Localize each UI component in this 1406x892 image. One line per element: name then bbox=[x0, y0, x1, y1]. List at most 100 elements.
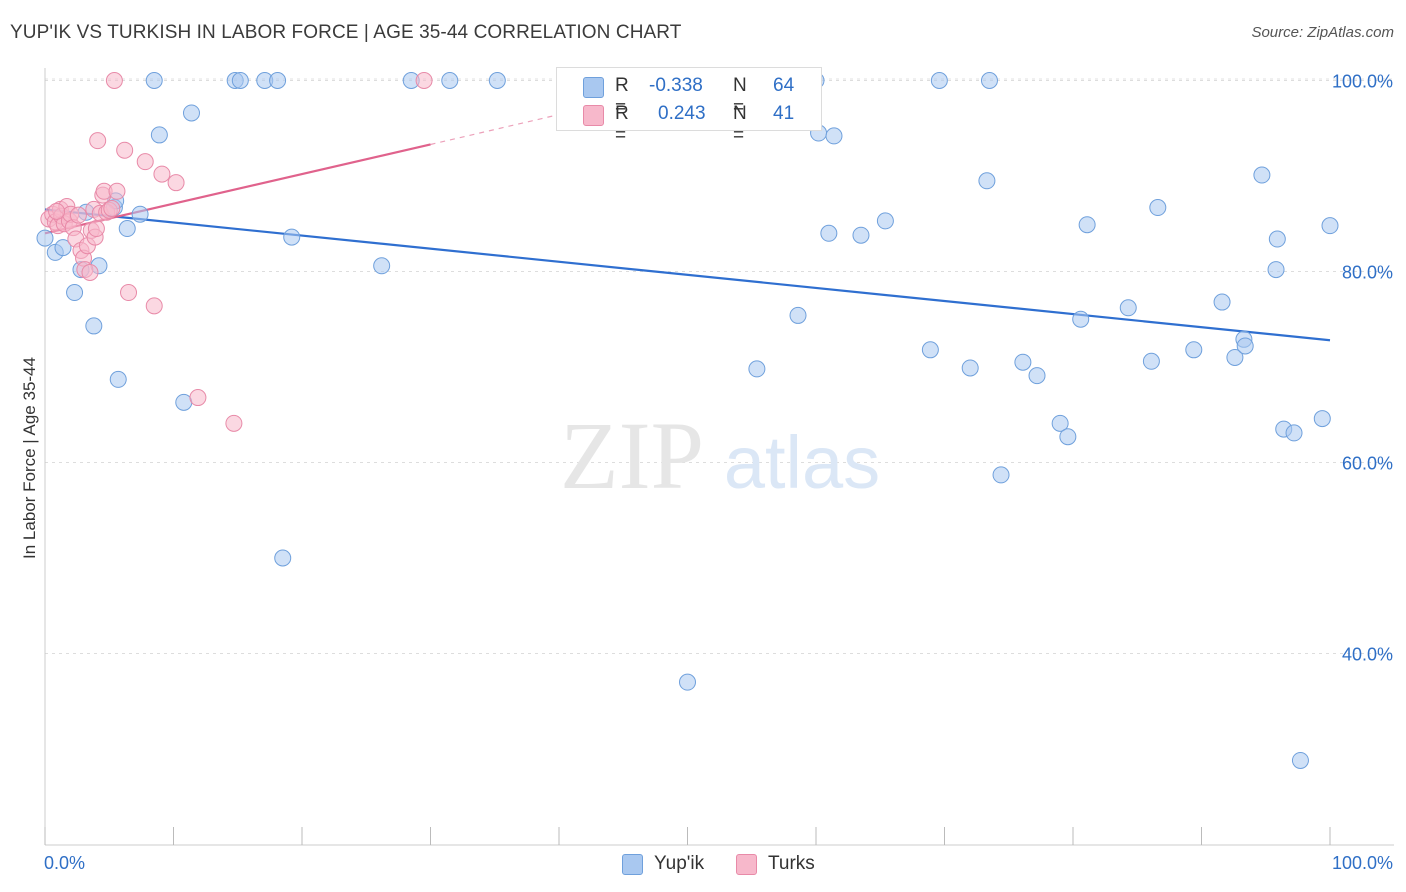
r-value: -0.338 bbox=[649, 75, 703, 96]
turks-point bbox=[225, 414, 243, 432]
x-tick-label-left: 0.0% bbox=[44, 853, 85, 873]
turks-point bbox=[167, 174, 185, 192]
yupik-point bbox=[1313, 410, 1331, 428]
watermark-zip: ZIP bbox=[560, 402, 704, 509]
yupik-point bbox=[145, 72, 163, 89]
yupik-point bbox=[1267, 261, 1285, 279]
legend-swatch-yupik bbox=[583, 77, 604, 98]
r-label: R = bbox=[615, 75, 629, 118]
yupik-point bbox=[789, 306, 807, 324]
n-value: 41 bbox=[773, 103, 795, 124]
legend-swatch-turks bbox=[583, 105, 604, 126]
yupik-point bbox=[1291, 751, 1309, 769]
yupik-point bbox=[1226, 348, 1244, 366]
yupik-point bbox=[85, 317, 103, 335]
turks-point bbox=[105, 72, 123, 89]
yupik-point bbox=[679, 673, 696, 691]
turks-point bbox=[89, 132, 107, 150]
yupik-point bbox=[373, 257, 391, 275]
yupik-point bbox=[748, 360, 766, 378]
yupik-point bbox=[1028, 367, 1046, 385]
yupik-point bbox=[1014, 353, 1032, 371]
yupik-point bbox=[269, 72, 287, 89]
turks-point bbox=[136, 153, 154, 171]
yupik-point bbox=[825, 127, 843, 145]
yupik-point bbox=[980, 72, 998, 89]
yupik-point bbox=[150, 126, 168, 144]
yupik-point bbox=[992, 466, 1010, 484]
turks-point bbox=[69, 206, 87, 224]
turks-point bbox=[81, 263, 99, 281]
yupik-trend-line bbox=[44, 208, 1331, 342]
turks-point bbox=[108, 182, 126, 200]
yupik-point bbox=[876, 212, 894, 230]
yupik-point bbox=[175, 393, 193, 411]
legend-swatch-yupik bbox=[622, 854, 643, 875]
r-label: R = bbox=[615, 103, 629, 146]
legend-label-turks: Turks bbox=[768, 853, 815, 874]
yupik-point bbox=[1253, 166, 1271, 184]
yupik-point bbox=[54, 239, 72, 257]
yupik-point bbox=[118, 220, 136, 238]
gridlines bbox=[45, 78, 1394, 654]
yupik-point bbox=[1119, 299, 1137, 317]
y-tick-label: 100.0% bbox=[1332, 72, 1393, 92]
tick-labels: 40.0% 60.0% 80.0% 100.0% 0.0% 100.0% bbox=[44, 72, 1393, 874]
turks-point bbox=[145, 297, 163, 315]
yupik-point bbox=[182, 104, 200, 122]
yupik-point bbox=[1321, 217, 1339, 235]
y-tick-label: 40.0% bbox=[1342, 645, 1393, 665]
yupik-point bbox=[231, 72, 249, 89]
yupik-point bbox=[961, 359, 979, 377]
yupik-point bbox=[1072, 310, 1090, 328]
n-label: N = bbox=[733, 103, 747, 146]
legend-label-yupik: Yup'ik bbox=[654, 853, 705, 874]
yupik-point bbox=[274, 549, 292, 567]
yupik-point bbox=[131, 205, 149, 223]
data-points bbox=[36, 72, 1339, 769]
n-label: N = bbox=[733, 75, 747, 118]
yupik-point bbox=[36, 229, 54, 247]
trend-lines bbox=[44, 99, 1331, 342]
yupik-point bbox=[1149, 199, 1167, 217]
axes bbox=[44, 68, 1394, 846]
source-label: Source: ZipAtlas.com bbox=[1251, 24, 1394, 41]
yupik-point bbox=[109, 370, 127, 388]
yupik-point bbox=[1078, 216, 1096, 234]
yupik-point bbox=[66, 284, 84, 302]
turks-point bbox=[87, 220, 105, 238]
yupik-point bbox=[1285, 424, 1303, 442]
yupik-point bbox=[1268, 230, 1286, 248]
watermark: ZIP atlas bbox=[560, 402, 880, 509]
turks-point bbox=[116, 141, 134, 159]
yupik-point bbox=[488, 72, 506, 89]
yupik-point bbox=[1142, 352, 1160, 370]
yupik-point bbox=[1185, 341, 1203, 359]
turks-point bbox=[189, 389, 207, 407]
yupik-point bbox=[1051, 414, 1069, 432]
y-tick-label: 80.0% bbox=[1342, 263, 1393, 283]
yupik-point bbox=[1213, 293, 1231, 311]
yupik-point bbox=[1059, 428, 1077, 446]
r-value: 0.243 bbox=[658, 103, 706, 124]
yupik-point bbox=[921, 341, 939, 359]
n-value: 64 bbox=[773, 75, 795, 96]
yupik-point bbox=[283, 228, 301, 246]
chart-title: YUP'IK VS TURKISH IN LABOR FORCE | AGE 3… bbox=[10, 22, 682, 43]
x-tick-label-right: 100.0% bbox=[1332, 853, 1393, 873]
legend-swatch-turks bbox=[736, 854, 757, 875]
turks-point bbox=[103, 199, 121, 217]
turks-point bbox=[120, 284, 138, 302]
turks-point bbox=[48, 202, 66, 220]
turks-point bbox=[415, 72, 433, 89]
yupik-point bbox=[852, 226, 870, 244]
yupik-point bbox=[820, 224, 838, 242]
y-tick-label: 60.0% bbox=[1342, 454, 1393, 474]
yupik-point bbox=[930, 72, 948, 89]
watermark-atlas: atlas bbox=[724, 421, 880, 504]
yupik-point bbox=[978, 172, 996, 190]
turks-point bbox=[153, 165, 171, 183]
yupik-point bbox=[441, 72, 459, 89]
yupik-point bbox=[1236, 337, 1254, 355]
